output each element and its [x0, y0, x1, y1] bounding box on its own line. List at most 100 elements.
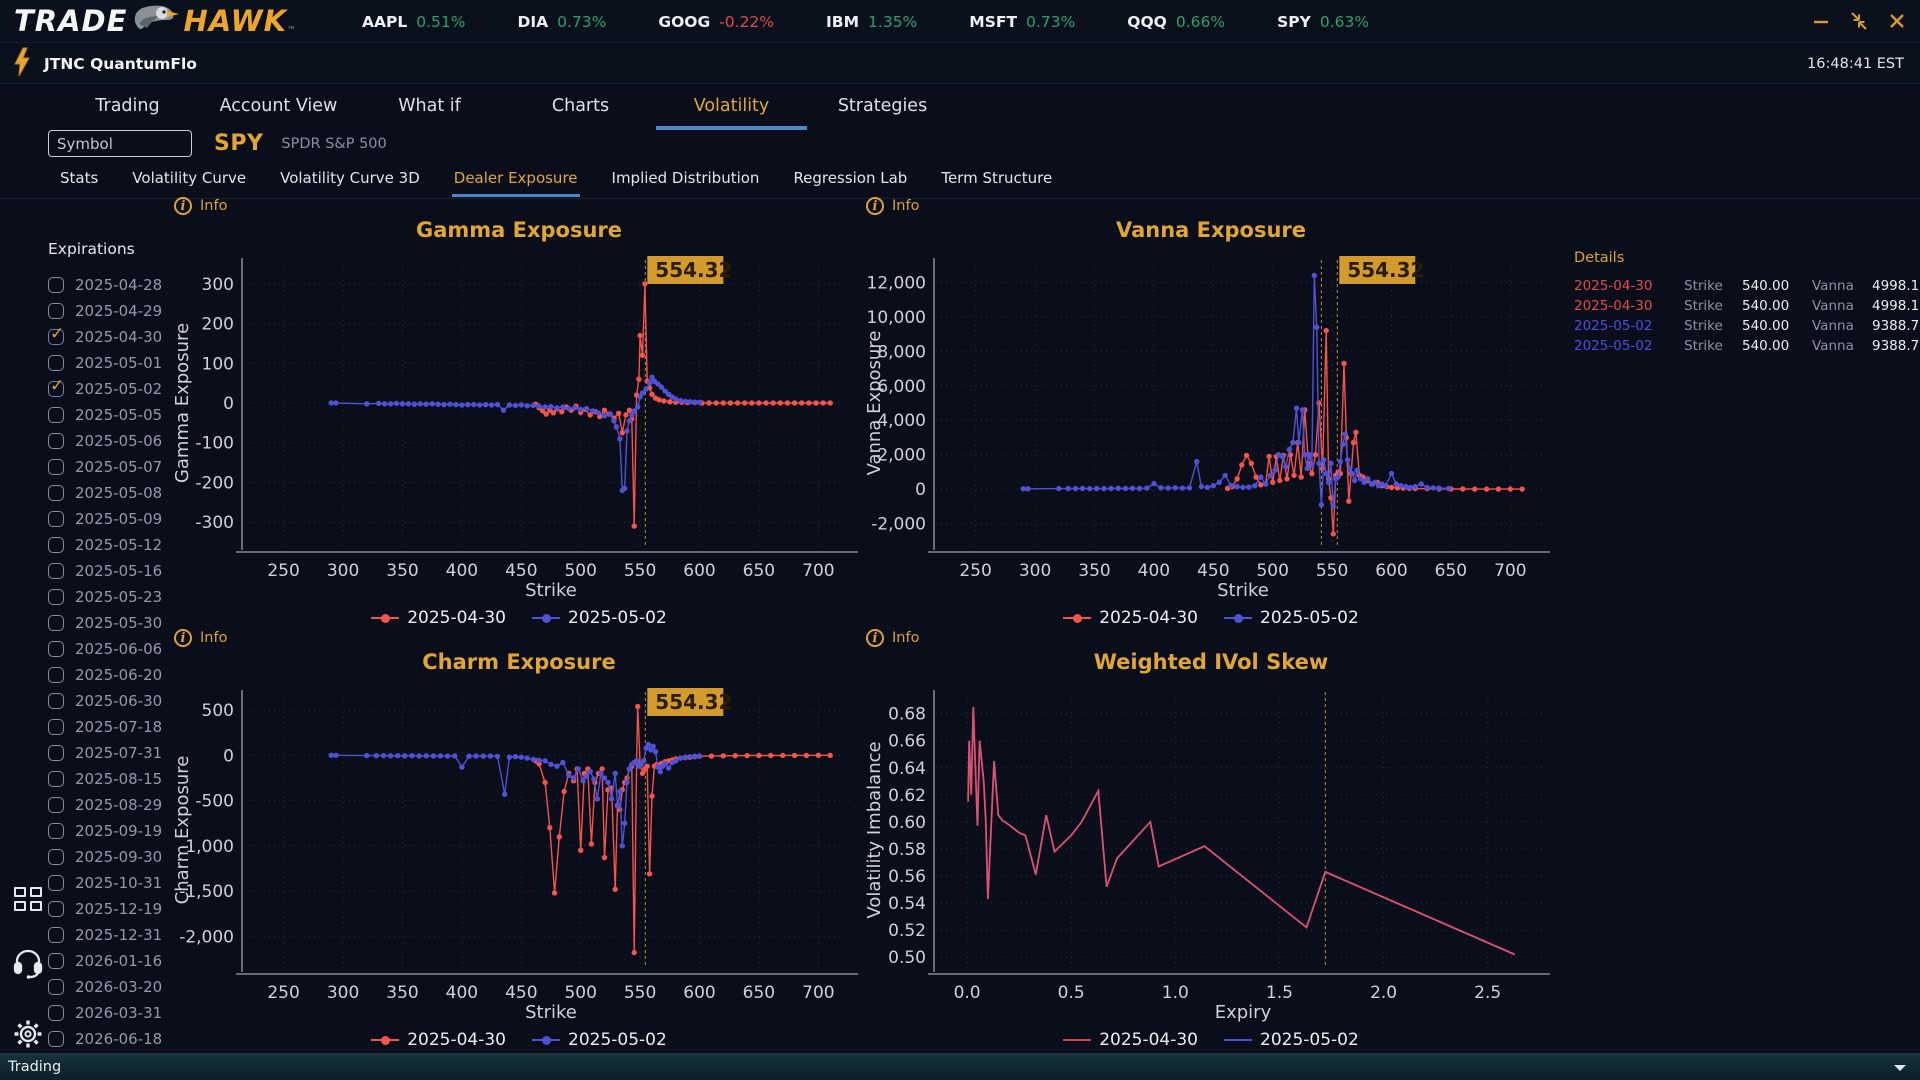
legend-item[interactable]: 2025-04-30	[371, 608, 506, 628]
tab[interactable]: Charts	[505, 88, 656, 130]
tab[interactable]: Trading	[52, 88, 203, 130]
tab[interactable]: What if	[354, 88, 505, 130]
expiration-row[interactable]: 2025-05-23	[48, 584, 198, 610]
expiration-checkbox[interactable]	[48, 355, 64, 371]
statusbar-caret-icon[interactable]	[1894, 1065, 1906, 1071]
close-button[interactable]	[1886, 10, 1908, 32]
ticker-item[interactable]: SPY 0.63%	[1277, 13, 1369, 31]
expiration-checkbox[interactable]	[48, 277, 64, 293]
expiration-row[interactable]: 2025-04-30	[48, 324, 198, 350]
info-icon[interactable]: i	[866, 197, 884, 215]
expiration-row[interactable]: 2025-07-18	[48, 714, 198, 740]
ticker-item[interactable]: DIA 0.73%	[517, 13, 606, 31]
chart-plot-area[interactable]: 250 300 350 400 450 500 550 600 650 700 -2,000 0 2,0…	[860, 250, 1562, 602]
info-icon[interactable]: i	[174, 197, 192, 215]
expiration-row[interactable]: 2025-05-08	[48, 480, 198, 506]
expiration-row[interactable]: 2025-06-06	[48, 636, 198, 662]
ticker-item[interactable]: GOOG -0.22%	[658, 13, 774, 31]
settings-gear-icon[interactable]	[13, 1019, 43, 1053]
expiration-row[interactable]: 2025-05-05	[48, 402, 198, 428]
expiration-checkbox[interactable]	[48, 823, 64, 839]
expiration-checkbox[interactable]	[48, 927, 64, 943]
expiration-checkbox[interactable]	[48, 511, 64, 527]
ticker-item[interactable]: QQQ 0.66%	[1127, 13, 1225, 31]
subtab[interactable]: Stats	[58, 165, 100, 194]
expiration-row[interactable]: 2025-05-02	[48, 376, 198, 402]
minimize-button[interactable]	[1810, 10, 1832, 32]
info-icon[interactable]: i	[866, 629, 884, 647]
legend-item[interactable]: 2025-05-02	[1224, 1030, 1359, 1050]
expiration-row[interactable]: 2025-05-30	[48, 610, 198, 636]
chart-plot-area[interactable]: 0.0 0.5 1.0 1.5 2.0 2.5 0.50 0.52 0.54 0.56 0.58 0.…	[860, 682, 1562, 1024]
expiration-row[interactable]: 2025-06-20	[48, 662, 198, 688]
expiration-checkbox[interactable]	[48, 376, 64, 397]
tab[interactable]: Strategies	[807, 88, 958, 130]
expiration-checkbox[interactable]	[48, 771, 64, 787]
expiration-row[interactable]: 2025-05-16	[48, 558, 198, 584]
restore-window-button[interactable]	[1848, 10, 1870, 32]
info-icon[interactable]: i	[174, 629, 192, 647]
legend-item[interactable]: 2025-04-30	[1063, 608, 1198, 628]
expiration-checkbox[interactable]	[48, 849, 64, 865]
ticker-item[interactable]: AAPL 0.51%	[362, 13, 465, 31]
expiration-row[interactable]: 2025-09-30	[48, 844, 198, 870]
expiration-checkbox[interactable]	[48, 979, 64, 995]
expiration-checkbox[interactable]	[48, 719, 64, 735]
expiration-row[interactable]: 2025-12-19	[48, 896, 198, 922]
tab[interactable]: Account View	[203, 88, 354, 130]
expiration-checkbox[interactable]	[48, 1005, 64, 1021]
legend-item[interactable]: 2025-05-02	[532, 608, 667, 628]
headset-support-icon[interactable]	[13, 947, 43, 983]
tab[interactable]: Volatility	[656, 88, 807, 130]
expiration-checkbox[interactable]	[48, 615, 64, 631]
subtab[interactable]: Implied Distribution	[610, 165, 762, 194]
expiration-row[interactable]: 2025-08-29	[48, 792, 198, 818]
expiration-checkbox[interactable]	[48, 407, 64, 423]
subtab[interactable]: Dealer Exposure	[451, 165, 580, 197]
expiration-checkbox[interactable]	[48, 563, 64, 579]
expiration-row[interactable]: 2025-04-28	[48, 272, 198, 298]
expiration-row[interactable]: 2026-01-16	[48, 948, 198, 974]
expiration-checkbox[interactable]	[48, 745, 64, 761]
expiration-checkbox[interactable]	[48, 641, 64, 657]
legend-item[interactable]: 2025-05-02	[1224, 608, 1359, 628]
expiration-checkbox[interactable]	[48, 953, 64, 969]
chart-plot-area[interactable]: 250 300 350 400 450 500 550 600 650 700 -300 -200 -1…	[168, 250, 870, 602]
expiration-checkbox[interactable]	[48, 433, 64, 449]
expiration-row[interactable]: 2025-08-15	[48, 766, 198, 792]
expiration-row[interactable]: 2025-05-06	[48, 428, 198, 454]
expiration-row[interactable]: 2025-07-31	[48, 740, 198, 766]
expiration-checkbox[interactable]	[48, 875, 64, 891]
expiration-checkbox[interactable]	[48, 693, 64, 709]
subtab[interactable]: Term Structure	[939, 165, 1054, 194]
subtab[interactable]: Regression Lab	[791, 165, 909, 194]
chart-plot-area[interactable]: 250 300 350 400 450 500 550 600 650 700 -2,000 -1,5…	[168, 682, 870, 1024]
expiration-checkbox[interactable]	[48, 901, 64, 917]
expiration-row[interactable]: 2025-12-31	[48, 922, 198, 948]
expiration-checkbox[interactable]	[48, 303, 64, 319]
ticker-item[interactable]: IBM 1.35%	[826, 13, 917, 31]
expiration-row[interactable]: 2025-09-19	[48, 818, 198, 844]
expiration-row[interactable]: 2026-06-18	[48, 1026, 198, 1052]
expiration-checkbox[interactable]	[48, 797, 64, 813]
expiration-row[interactable]: 2025-10-31	[48, 870, 198, 896]
expiration-checkbox[interactable]	[48, 667, 64, 683]
layout-grid-icon[interactable]	[14, 887, 42, 911]
expiration-checkbox[interactable]	[48, 589, 64, 605]
subtab[interactable]: Volatility Curve	[130, 165, 248, 194]
expiration-checkbox[interactable]	[48, 537, 64, 553]
expiration-row[interactable]: 2026-03-31	[48, 1000, 198, 1026]
legend-item[interactable]: 2025-04-30	[1063, 1030, 1198, 1050]
subtab[interactable]: Volatility Curve 3D	[278, 165, 422, 194]
symbol-input[interactable]	[48, 130, 192, 157]
ticker-item[interactable]: MSFT 0.73%	[969, 13, 1075, 31]
expiration-row[interactable]: 2025-04-29	[48, 298, 198, 324]
expiration-checkbox[interactable]	[48, 324, 64, 345]
expiration-row[interactable]: 2025-05-01	[48, 350, 198, 376]
expiration-row[interactable]: 2026-03-20	[48, 974, 198, 1000]
expiration-checkbox[interactable]	[48, 1031, 64, 1047]
expiration-checkbox[interactable]	[48, 459, 64, 475]
legend-item[interactable]: 2025-05-02	[532, 1030, 667, 1050]
expiration-row[interactable]: 2025-06-30	[48, 688, 198, 714]
expiration-row[interactable]: 2025-05-07	[48, 454, 198, 480]
